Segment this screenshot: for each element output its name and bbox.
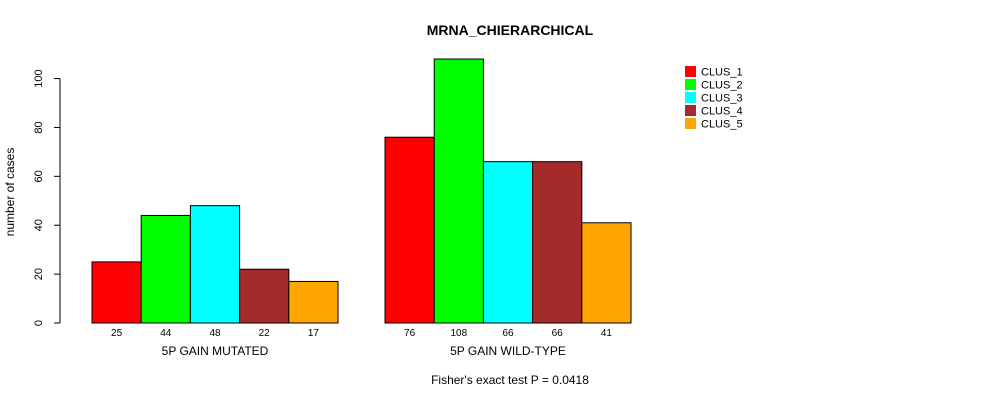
chart-title: MRNA_CHIERARCHICAL xyxy=(427,22,594,38)
bar-clus-4-group-1 xyxy=(239,268,290,324)
legend-label: CLUS_1 xyxy=(701,67,743,79)
legend-label: CLUS_3 xyxy=(701,93,743,105)
fisher-test-footnote: Fisher's exact test P = 0.0418 xyxy=(431,373,589,387)
y-tick-label: 0 xyxy=(33,320,45,326)
legend-swatch xyxy=(685,105,696,116)
bar-value-label: 108 xyxy=(450,328,467,339)
y-tick-label: 20 xyxy=(33,268,45,280)
bar-clus-4-group-2 xyxy=(532,161,583,324)
bars xyxy=(91,58,632,324)
y-axis-label: number of cases xyxy=(3,148,17,237)
bar-value-label: 48 xyxy=(209,328,221,339)
bar-clus-5-group-2 xyxy=(581,222,632,324)
bar-value-label: 41 xyxy=(601,328,613,339)
y-axis: 0 20 40 60 80 100 xyxy=(33,69,61,326)
bar-clus-3-group-1 xyxy=(189,205,241,324)
y-tick-label: 40 xyxy=(33,219,45,231)
bar-value-labels: 25 44 48 22 17 76 108 66 66 41 xyxy=(111,328,612,339)
y-tick-label: 80 xyxy=(33,121,45,133)
y-tick-label: 100 xyxy=(33,69,45,87)
bar-clus-3-group-2 xyxy=(482,161,534,324)
group-label: 5P GAIN MUTATED xyxy=(162,344,269,358)
bar-clus-1-group-1 xyxy=(91,261,142,324)
group-label: 5P GAIN WILD-TYPE xyxy=(450,344,566,358)
bar-value-label: 66 xyxy=(502,328,514,339)
bar-clus-2-group-1 xyxy=(140,214,191,324)
bar-clus-1-group-2 xyxy=(384,136,435,324)
legend-swatch xyxy=(685,66,696,77)
legend-swatch xyxy=(685,79,696,90)
bar-value-label: 66 xyxy=(552,328,564,339)
legend-swatch xyxy=(685,118,696,129)
bar-clus-5-group-1 xyxy=(288,280,339,324)
bar-value-label: 17 xyxy=(308,328,320,339)
legend-swatch xyxy=(685,92,696,103)
group-labels: 5P GAIN MUTATED 5P GAIN WILD-TYPE xyxy=(162,344,566,358)
legend-label: CLUS_5 xyxy=(701,119,743,131)
legend-label: CLUS_2 xyxy=(701,80,743,92)
bar-value-label: 44 xyxy=(160,328,172,339)
bar-clus-2-group-2 xyxy=(433,58,484,324)
bar-value-label: 76 xyxy=(404,328,416,339)
legend-label: CLUS_4 xyxy=(701,106,743,118)
bar-value-label: 25 xyxy=(111,328,123,339)
y-tick-label: 60 xyxy=(33,170,45,182)
bar-value-label: 22 xyxy=(259,328,271,339)
